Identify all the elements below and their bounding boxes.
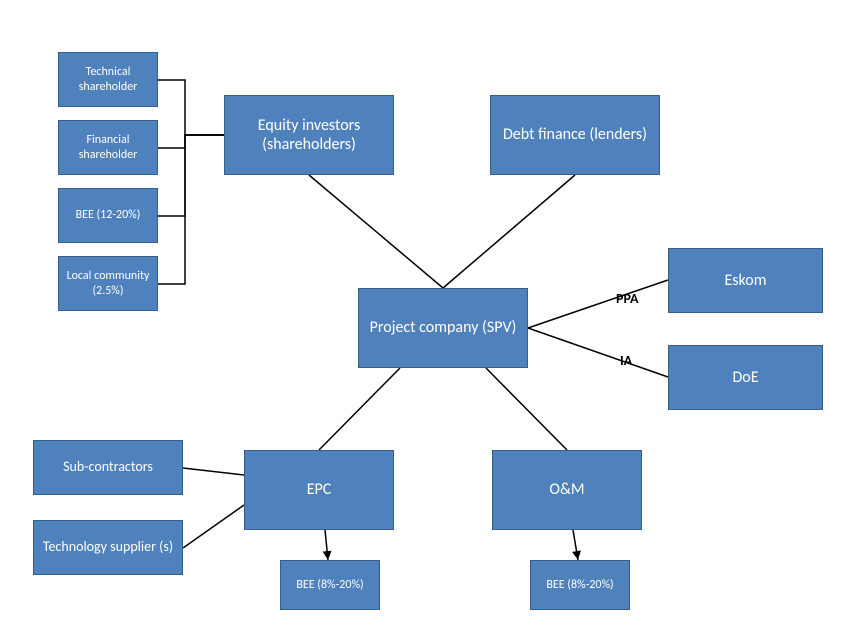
- node-label: Technology supplier (s): [43, 539, 173, 556]
- node-subcontractors: Sub-contractors: [33, 440, 183, 495]
- node-local-community: Local community (2.5%): [58, 256, 158, 311]
- node-label: BEE (8%-20%): [546, 578, 613, 592]
- node-epc: EPC: [244, 450, 394, 530]
- node-label: BEE (8%-20%): [296, 578, 363, 592]
- node-eskom: Eskom: [668, 248, 823, 313]
- node-project-company-spv: Project company (SPV): [358, 288, 528, 368]
- node-label: DoE: [732, 368, 758, 387]
- edge-label-text: PPA: [616, 290, 638, 307]
- node-debt-finance: Debt finance (lenders): [490, 95, 660, 175]
- node-label: Technical shareholder: [63, 65, 153, 94]
- node-technical-shareholder: Technical shareholder: [58, 52, 158, 107]
- node-bee-epc: BEE (8%-20%): [280, 560, 380, 610]
- node-technology-supplier: Technology supplier (s): [33, 520, 183, 575]
- node-label: O&M: [549, 480, 584, 499]
- node-bee-12-20: BEE (12-20%): [58, 188, 158, 243]
- node-financial-shareholder: Financial shareholder: [58, 120, 158, 175]
- node-bee-om: BEE (8%-20%): [530, 560, 630, 610]
- edge-label-ia: IA: [620, 352, 632, 369]
- node-label: Equity investors (shareholders): [229, 116, 389, 154]
- node-label: BEE (12-20%): [76, 208, 141, 222]
- node-om: O&M: [492, 450, 642, 530]
- node-label: Financial shareholder: [63, 133, 153, 162]
- node-label: Local community (2.5%): [63, 269, 153, 298]
- node-label: Debt finance (lenders): [503, 125, 647, 144]
- node-label: EPC: [307, 480, 332, 499]
- edge-label-ppa: PPA: [616, 290, 638, 307]
- edge-label-text: IA: [620, 352, 632, 369]
- node-label: Eskom: [724, 271, 766, 290]
- node-label: Project company (SPV): [370, 318, 517, 337]
- node-equity-investors: Equity investors (shareholders): [224, 95, 394, 175]
- node-label: Sub-contractors: [63, 459, 153, 476]
- node-doe: DoE: [668, 345, 823, 410]
